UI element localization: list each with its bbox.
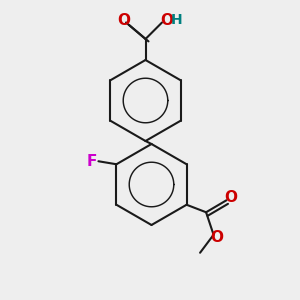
Text: O: O bbox=[224, 190, 238, 205]
Text: H: H bbox=[171, 13, 182, 27]
Text: O: O bbox=[160, 14, 173, 28]
Text: F: F bbox=[87, 154, 97, 169]
Text: O: O bbox=[117, 13, 130, 28]
Text: O: O bbox=[211, 230, 224, 245]
